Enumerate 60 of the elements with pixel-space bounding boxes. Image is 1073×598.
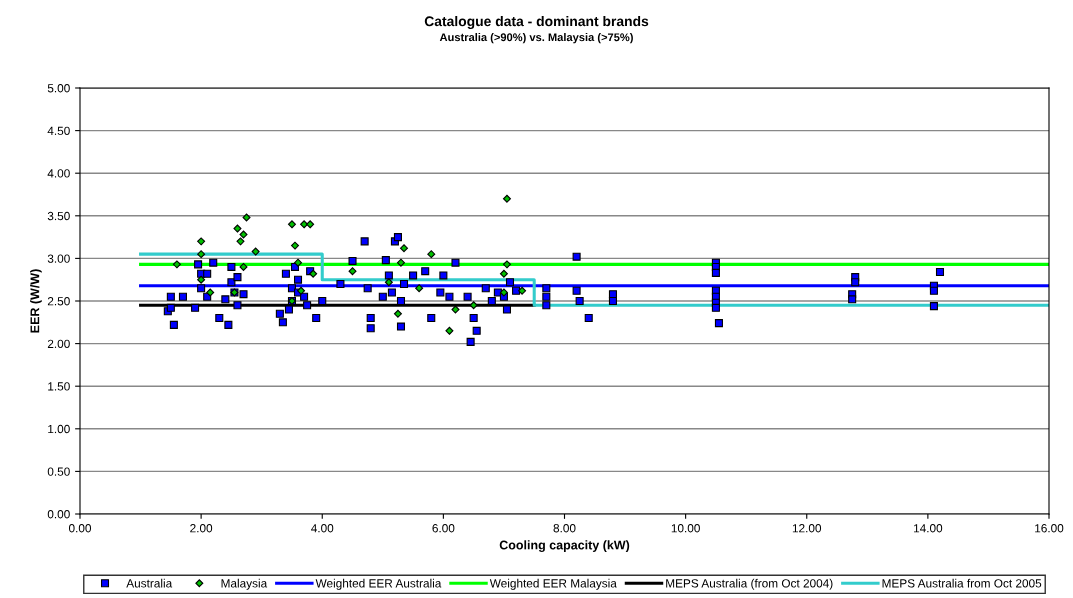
point bbox=[197, 275, 206, 284]
y-axis-title: EER (W/W) bbox=[30, 269, 42, 333]
point bbox=[445, 326, 454, 335]
x-tick-label: 0.00 bbox=[68, 524, 92, 533]
point bbox=[427, 250, 436, 259]
point bbox=[197, 250, 206, 259]
point bbox=[197, 237, 206, 246]
y-tick-label: 0.50 bbox=[47, 467, 70, 476]
x-tick-label: 14.00 bbox=[914, 524, 943, 533]
legend-label: Australia bbox=[126, 578, 173, 588]
y-tick-label: 1.00 bbox=[48, 424, 70, 434]
chart-title: Catalogue data - dominant brands bbox=[424, 16, 649, 30]
y-tick-label: 2.00 bbox=[47, 339, 70, 348]
y-tick-label: 3.50 bbox=[47, 211, 70, 221]
point bbox=[393, 309, 402, 318]
point bbox=[251, 247, 260, 256]
y-tick-label: 0.00 bbox=[47, 510, 70, 519]
point bbox=[451, 305, 460, 314]
point bbox=[499, 288, 508, 297]
y-tick-label: 2.50 bbox=[47, 297, 70, 306]
point bbox=[242, 213, 251, 222]
legend-label: Malaysia bbox=[221, 578, 268, 590]
y-tick-label: 3.00 bbox=[47, 254, 70, 263]
point bbox=[233, 224, 242, 233]
x-tick-label: 16.00 bbox=[1035, 524, 1064, 533]
point bbox=[396, 258, 405, 267]
x-tick-label: 10.00 bbox=[671, 524, 700, 533]
x-tick-label: 4.00 bbox=[311, 524, 334, 533]
y-tick-label: 5.00 bbox=[47, 84, 70, 93]
point bbox=[172, 260, 181, 269]
x-tick-label: 12.00 bbox=[792, 524, 822, 533]
point bbox=[294, 258, 303, 267]
legend-label: Weighted EER Malaysia bbox=[489, 578, 617, 590]
point bbox=[469, 301, 478, 310]
point bbox=[348, 267, 357, 276]
point bbox=[239, 230, 248, 239]
point bbox=[502, 260, 511, 269]
point bbox=[239, 262, 248, 271]
x-tick-label: 2.00 bbox=[190, 524, 213, 533]
point bbox=[291, 241, 299, 250]
legend-label: Weighted EER Australia bbox=[315, 578, 442, 590]
point bbox=[400, 244, 409, 253]
legend-label: MEPS Australia from Oct 2005 bbox=[882, 578, 1042, 588]
x-tick-label: 6.00 bbox=[432, 524, 455, 533]
y-tick-label: 4.50 bbox=[47, 126, 70, 135]
point bbox=[384, 278, 393, 287]
point bbox=[415, 284, 424, 293]
point bbox=[518, 286, 527, 295]
chart-subtitle: Australia (>90%) vs. Malaysia (>75%) bbox=[439, 33, 633, 44]
y-tick-label: 1.50 bbox=[48, 382, 70, 391]
x-axis-title: Cooling capacity (kW) bbox=[499, 540, 630, 552]
legend-label: MEPS Australia (from Oct 2004) bbox=[666, 578, 833, 590]
y-tick-label: 4.00 bbox=[47, 169, 70, 178]
point bbox=[287, 220, 296, 229]
point bbox=[502, 194, 511, 203]
point bbox=[236, 237, 245, 246]
point bbox=[499, 269, 508, 278]
point bbox=[206, 288, 215, 297]
x-tick-label: 8.00 bbox=[553, 524, 576, 533]
point bbox=[306, 220, 315, 229]
